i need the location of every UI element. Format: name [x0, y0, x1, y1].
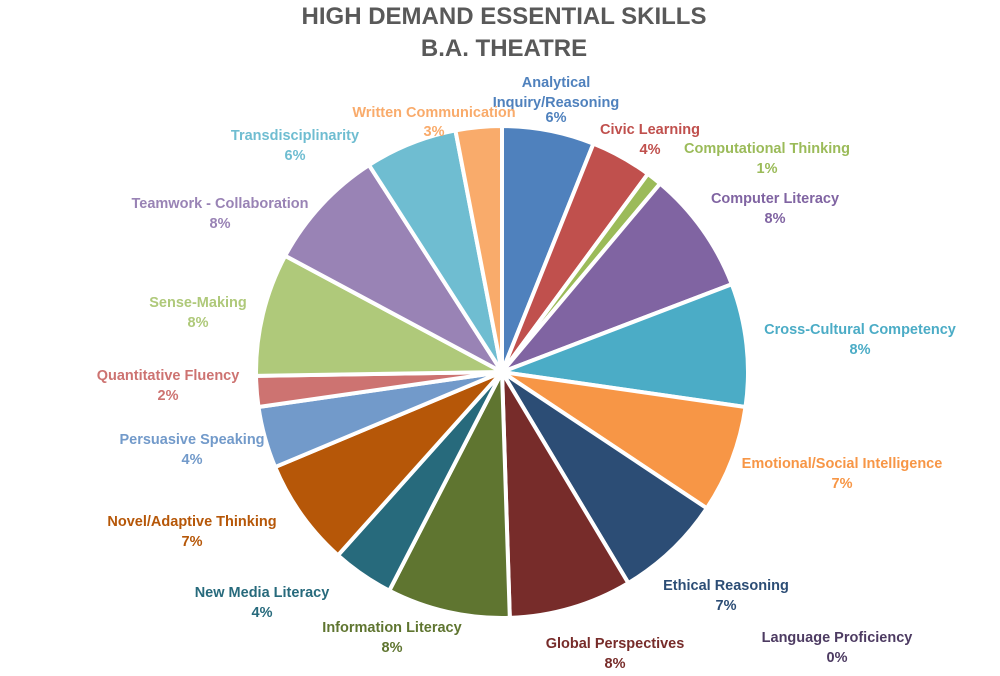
slice-label: Emotional/Social Intelligence [742, 456, 943, 472]
slice-value-label: 8% [382, 640, 403, 656]
slice-value-label: 7% [832, 476, 853, 492]
slice-label: Ethical Reasoning [663, 578, 789, 594]
slice-label: Civic Learning [600, 122, 700, 138]
chart-subtitle: B.A. THEATRE [421, 35, 587, 62]
slice-value-label: 0% [827, 650, 848, 666]
slice-label: Language Proficiency [762, 630, 913, 646]
slice-label: Analytical Inquiry/Reasoning [493, 75, 620, 111]
slice-value-label: 8% [605, 656, 626, 672]
slice-value-label: 6% [285, 148, 306, 164]
chart-title: HIGH DEMAND ESSENTIAL SKILLS [302, 3, 707, 30]
slice-label: Written Communication [352, 105, 515, 121]
slice-label: Computational Thinking [684, 141, 850, 157]
slice-value-label: 8% [765, 211, 786, 227]
pie-slice [500, 370, 710, 586]
pie-slices [253, 123, 750, 620]
slice-value-label: 4% [640, 142, 661, 158]
slice-label: Cross-Cultural Competency [764, 322, 956, 338]
pie-slice [453, 123, 504, 373]
pie-slice [254, 253, 510, 378]
slice-value-label: 3% [424, 124, 445, 140]
slice-label: Sense-Making [149, 295, 247, 311]
slice-value-label: 2% [158, 388, 179, 404]
slice-value-label: 8% [850, 342, 871, 358]
slice-value-label: 4% [182, 452, 203, 468]
slice-value-label: 7% [182, 534, 203, 550]
slice-value-label: 6% [546, 110, 567, 126]
slice-label: Computer Literacy [711, 191, 839, 207]
slice-label: Transdisciplinarity [231, 128, 359, 144]
slice-label: Global Perspectives [546, 636, 685, 652]
pie-slice [272, 370, 504, 559]
slice-value-label: 7% [716, 598, 737, 614]
slice-value-label: 8% [188, 315, 209, 331]
slice-label: Teamwork - Collaboration [132, 196, 309, 212]
slice-label: New Media Literacy [195, 585, 330, 601]
slice-label: Quantitative Fluency [97, 368, 240, 384]
pie-slice [386, 364, 512, 620]
pie-slice [500, 370, 748, 512]
pie-slice [495, 180, 735, 377]
slice-value-label: 8% [210, 216, 231, 232]
pie-slice [282, 162, 508, 378]
pie-slice [494, 281, 750, 410]
slice-value-label: 1% [757, 161, 778, 177]
pie-slice [499, 364, 632, 620]
slice-label: Persuasive Speaking [119, 432, 264, 448]
slice-value-label: 4% [252, 605, 273, 621]
slice-label: Information Literacy [322, 620, 461, 636]
slice-label: Novel/Adaptive Thinking [107, 514, 276, 530]
